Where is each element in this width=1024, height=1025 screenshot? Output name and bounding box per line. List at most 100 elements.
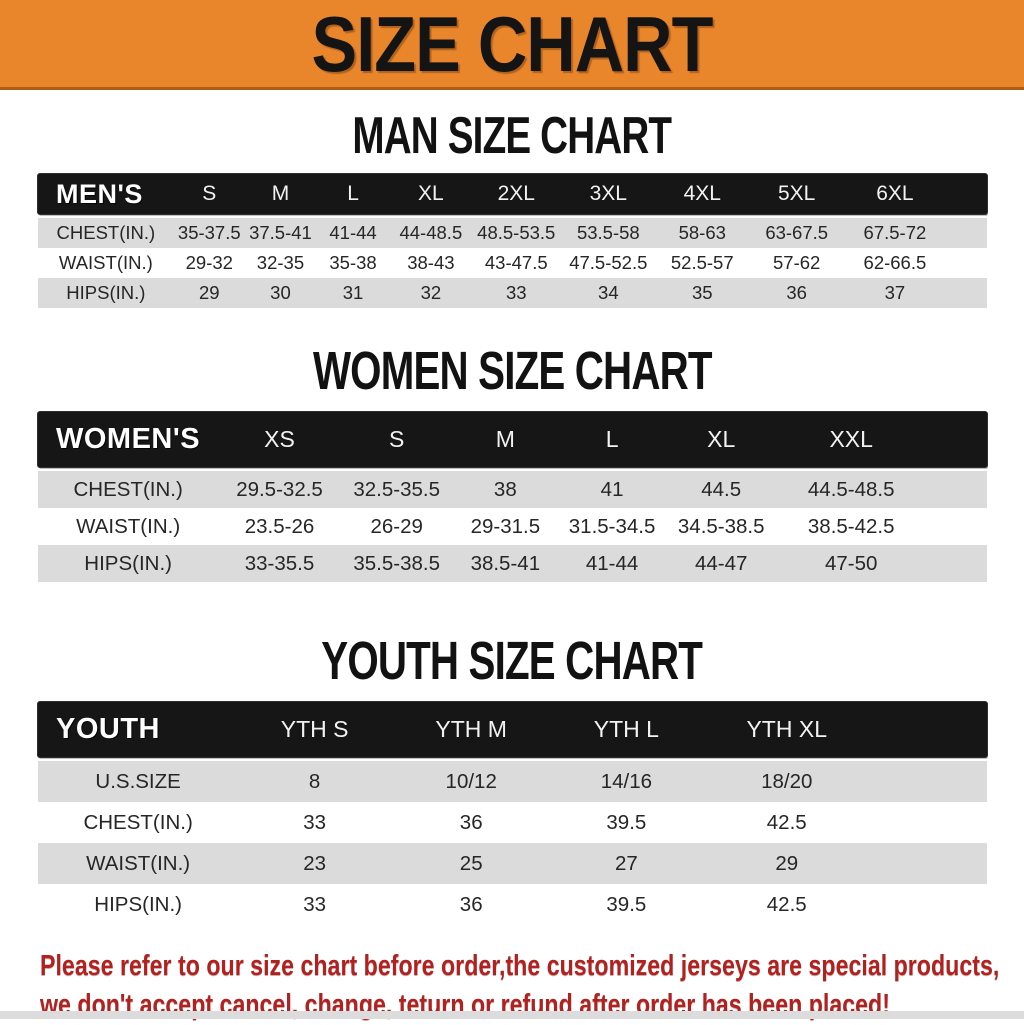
measurement-value-cell: 44-48.5 — [399, 222, 463, 243]
measurement-value-cell: 32-35 — [256, 252, 305, 273]
size-column-header: XL — [707, 426, 736, 452]
table-row: HIPS(IN.) 33 36 39.5 42.5 — [38, 884, 987, 925]
measurement-value-cell: 23.5-26 — [244, 514, 315, 538]
measurement-value-cell: 31 — [342, 282, 364, 303]
youth-size-chart-heading-text: YOUTH SIZE CHART — [321, 631, 704, 691]
measurement-value-cell: 47-50 — [825, 551, 878, 575]
size-column-header: 5XL — [778, 182, 816, 205]
measurement-value-cell: 41-44 — [585, 551, 639, 575]
measurement-value-cell: 52.5-57 — [670, 252, 734, 273]
measurement-value-cell: 25 — [459, 851, 483, 875]
women-size-chart-heading-text: WOMEN SIZE CHART — [312, 341, 713, 401]
table-row: WAIST(IN.) 23.5-26 26-29 29-31.5 31.5-34.5 34… — [38, 508, 987, 545]
measurement-value-cell: 35 — [691, 282, 713, 303]
size-column-header: XS — [264, 426, 295, 452]
measurement-row-label: HIPS(IN.) — [94, 892, 182, 916]
measurement-value-cell: 33 — [303, 892, 327, 916]
man-size-chart-heading: MAN SIZE CHART — [0, 106, 1024, 164]
measurement-value-cell: 29 — [775, 851, 799, 875]
measurement-value-cell: 34 — [598, 282, 619, 303]
size-column-header: M — [495, 426, 515, 452]
size-column-header: 6XL — [876, 182, 914, 205]
table-group-label: YOUTH — [56, 713, 160, 745]
table-row: CHEST(IN.) 33 36 39.5 42.5 — [38, 802, 987, 843]
size-column-header: S — [202, 182, 217, 205]
measurement-value-cell: 34.5-38.5 — [677, 514, 765, 538]
measurement-value-cell: 57-62 — [773, 252, 821, 273]
measurement-value-cell: 63-67.5 — [765, 222, 829, 243]
measurement-value-cell: 44.5-48.5 — [807, 477, 895, 501]
table-row: WAIST(IN.) 23 25 27 29 — [38, 843, 987, 884]
table-header-row: MEN'S S M L XL 2XL 3XL 4XL 5XL 6XL — [38, 174, 987, 214]
table-group-label: MEN'S — [56, 178, 143, 209]
size-column-header: XL — [418, 182, 444, 205]
measurement-value-cell: 37.5-41 — [249, 222, 312, 243]
measurement-row-label: WAIST(IN.) — [58, 252, 153, 273]
measurement-row-label: CHEST(IN.) — [56, 222, 156, 243]
measurement-value-cell: 36 — [786, 282, 807, 303]
section-women: WOMEN SIZE CHART WOMEN'S XS S M L XL XXL CHEST(… — [0, 341, 1024, 582]
mens-size-table: MEN'S S M L XL 2XL 3XL 4XL 5XL 6XL CHEST(IN.) 35-37… — [38, 174, 987, 308]
measurement-value-cell: 35.5-38.5 — [353, 551, 440, 575]
section-youth: YOUTH SIZE CHART YOUTH YTH S YTH M YTH L YTH… — [0, 631, 1024, 925]
measurement-value-cell: 37 — [884, 282, 906, 303]
table-row: CHEST(IN.) 35-37.5 37.5-41 41-44 44-48.5 48.5… — [38, 218, 987, 248]
measurement-row-label: U.S.SIZE — [95, 769, 181, 793]
table-row: CHEST(IN.) 29.5-32.5 32.5-35.5 38 41 44.5 44.5… — [38, 471, 987, 508]
page-title: SIZE CHART — [311, 1, 714, 89]
measurement-value-cell: 26-29 — [370, 514, 423, 538]
measurement-value-cell: 35-38 — [329, 252, 377, 273]
measurement-value-cell: 10/12 — [445, 769, 497, 793]
measurement-value-cell: 14/16 — [600, 769, 653, 793]
measurement-value-cell: 36 — [459, 810, 483, 834]
size-column-header: 2XL — [497, 182, 535, 205]
size-column-header: 4XL — [683, 182, 721, 205]
size-column-header: M — [271, 182, 290, 205]
measurement-row-label: WAIST(IN.) — [86, 851, 191, 875]
table-row: HIPS(IN.) 29 30 31 32 33 34 35 36 37 — [38, 278, 987, 308]
measurement-value-cell: 29.5-32.5 — [236, 477, 323, 501]
measurement-value-cell: 39.5 — [606, 810, 647, 834]
measurement-value-cell: 29-32 — [185, 252, 233, 273]
banner: SIZE CHART — [0, 0, 1024, 90]
measurement-value-cell: 8 — [308, 769, 321, 793]
measurement-value-cell: 42.5 — [766, 810, 807, 834]
measurement-value-cell: 42.5 — [766, 892, 807, 916]
table-row: WAIST(IN.) 29-32 32-35 35-38 38-43 43-47.5 47.… — [38, 248, 987, 278]
table-row: U.S.SIZE 8 10/12 14/16 18/20 — [38, 761, 987, 802]
measurement-value-cell: 53.5-58 — [576, 222, 640, 243]
women-size-chart-heading: WOMEN SIZE CHART — [0, 341, 1024, 400]
measurement-value-cell: 31.5-34.5 — [568, 514, 656, 538]
measurement-value-cell: 33-35.5 — [244, 551, 315, 575]
size-column-header: L — [605, 426, 619, 452]
bottom-edge-strip — [0, 1011, 1024, 1019]
measurement-value-cell: 29-31.5 — [470, 514, 541, 538]
youth-size-table: YOUTH YTH S YTH M YTH L YTH XL U.S.SIZE 8 10/12… — [38, 702, 987, 925]
measurement-value-cell: 41-44 — [329, 222, 377, 243]
measurement-value-cell: 39.5 — [606, 892, 647, 916]
measurement-value-cell: 35-37.5 — [177, 222, 241, 243]
measurement-value-cell: 29 — [199, 282, 220, 303]
table-row: HIPS(IN.) 33-35.5 35.5-38.5 38.5-41 41-44 44-… — [38, 545, 987, 582]
size-column-header: L — [347, 182, 359, 205]
measurement-value-cell: 33 — [505, 282, 527, 303]
measurement-value-cell: 48.5-53.5 — [477, 222, 556, 243]
measurement-value-cell: 44.5 — [701, 477, 742, 501]
disclaimer-line-2: we don't accept cancel, change, teturn o… — [40, 989, 890, 1021]
measurement-row-label: HIPS(IN.) — [66, 282, 146, 303]
table-header-row: YOUTH YTH S YTH M YTH L YTH XL — [38, 702, 987, 757]
measurement-value-cell: 32 — [420, 282, 442, 303]
disclaimer-line-1: Please refer to our size chart before or… — [40, 950, 1000, 982]
measurement-value-cell: 38-43 — [407, 252, 455, 273]
size-column-header: XXL — [829, 426, 873, 452]
measurement-value-cell: 38.5-41 — [470, 551, 541, 575]
measurement-value-cell: 58-63 — [678, 222, 726, 243]
measurement-value-cell: 27 — [614, 851, 638, 875]
table-group-label: WOMEN'S — [56, 423, 201, 455]
disclaimer: Please refer to our size chart before or… — [40, 947, 1024, 1023]
man-size-chart-heading-text: MAN SIZE CHART — [352, 105, 673, 165]
measurement-value-cell: 38 — [493, 477, 517, 501]
size-column-header: YTH XL — [746, 716, 827, 742]
measurement-value-cell: 38.5-42.5 — [807, 514, 895, 538]
